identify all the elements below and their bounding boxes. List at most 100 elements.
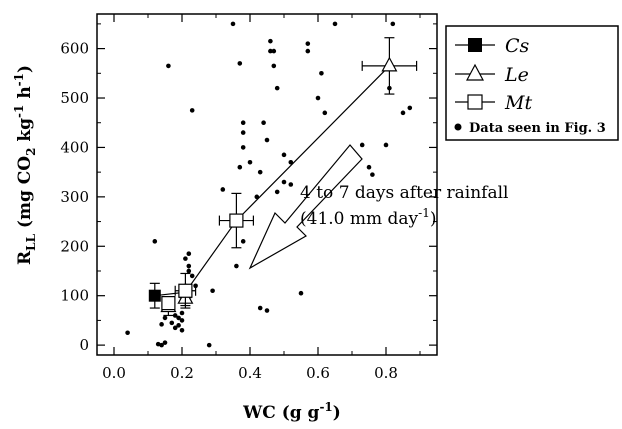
data-point [234, 263, 239, 269]
data-point [268, 38, 273, 44]
x-tick-label: 0.4 [238, 364, 262, 382]
legend-marker-data [454, 123, 462, 131]
legend-marker-mt [467, 94, 483, 110]
y-tick-label: 300 [60, 188, 89, 206]
data-point [298, 290, 304, 296]
data-point [288, 182, 294, 187]
xlabel-tail: ) [333, 403, 341, 423]
data-point [288, 159, 294, 165]
data-point [271, 48, 277, 54]
mean-marker-mt [161, 296, 176, 311]
data-point [305, 41, 311, 46]
data-point [179, 310, 185, 316]
data-point [264, 137, 270, 143]
data-point [257, 169, 263, 175]
data-point [261, 120, 266, 126]
data-point [240, 120, 246, 126]
data-point [400, 110, 406, 116]
x-axis-title: WC (g g-1) [242, 400, 341, 423]
data-point [383, 142, 389, 148]
data-point [370, 172, 375, 177]
annotation-line2-tail: ) [430, 209, 437, 229]
axes: 0.0 0.2 0.4 0.6 0.8 0 100 200 300 400 500 600 [60, 13, 438, 382]
data-point [237, 61, 243, 66]
legend-label-le: Le [504, 64, 529, 86]
data-point [281, 179, 287, 185]
data-point [319, 71, 324, 76]
data-point [407, 105, 413, 111]
legend: Cs Le Mt Data seen in Fig. 3 [445, 25, 619, 141]
data-point [176, 323, 181, 328]
data-point [152, 239, 158, 244]
ylabel-kg-sup: -1 [12, 105, 26, 118]
ylabel-co2-sub: 2 [24, 148, 38, 156]
x-tick-label: 0.6 [306, 364, 330, 382]
data-point [240, 239, 246, 244]
x-tick-label: 0.0 [102, 364, 126, 382]
x-tick-label: 0.2 [170, 364, 194, 382]
data-point [159, 322, 164, 327]
ylabel-h-sup: -1 [12, 73, 26, 86]
data-point [162, 315, 168, 321]
data-point [264, 308, 270, 313]
data-point [210, 288, 215, 294]
data-point [172, 325, 178, 331]
data-point [268, 48, 273, 54]
data-point [305, 48, 311, 54]
y-tick-label: 500 [60, 89, 89, 107]
data-point [271, 63, 277, 69]
mean-marker-cs [148, 289, 161, 302]
annotation-line1: 4 to 7 days after rainfall [300, 183, 508, 203]
data-point [230, 21, 236, 27]
data-point [315, 95, 321, 101]
annotation-arrow [248, 144, 363, 270]
data-point [172, 313, 178, 318]
data-point [176, 315, 181, 321]
svg-text:RLL (mg CO2 kg-1 h-1): RLL (mg CO2 kg-1 h-1) [12, 65, 38, 265]
data-point [390, 21, 396, 27]
svg-text:WC (g g-1): WC (g g-1) [242, 400, 341, 423]
xlabel-sup: -1 [319, 400, 332, 414]
data-point [322, 110, 328, 116]
data-point [240, 130, 246, 135]
y-tick-label: 0 [79, 336, 89, 354]
annotation-line2-main: (41.0 mm day [300, 209, 419, 229]
plot-frame [96, 13, 438, 356]
y-tick-label: 200 [60, 237, 89, 255]
plot-area [125, 21, 418, 348]
data-point [159, 342, 164, 348]
data-point [186, 263, 192, 269]
data-point [189, 273, 195, 279]
y-tick-label: 400 [60, 138, 89, 156]
ylabel-kg: kg [15, 118, 35, 148]
data-point [359, 142, 365, 148]
data-point [247, 159, 253, 165]
y-tick-label: 100 [60, 287, 89, 305]
legend-marker-le [466, 63, 484, 81]
data-point [179, 318, 185, 323]
data-point [220, 187, 226, 192]
data-point [183, 256, 188, 261]
data-point [281, 152, 287, 158]
annotation-line2-sup: -1 [418, 206, 430, 220]
ylabel-h: h [15, 86, 35, 104]
ylabel-close: ) [15, 65, 35, 73]
data-point [257, 305, 263, 311]
rainfall-annotation: 4 to 7 days after rainfall (41.0 mm day-… [248, 144, 508, 270]
legend-label-mt: Mt [504, 92, 532, 114]
legend-label-data: Data seen in Fig. 3 [469, 121, 606, 136]
data-point [186, 251, 192, 256]
data-point [366, 164, 372, 170]
y-axis-title: RLL (mg CO2 kg-1 h-1) [12, 65, 38, 265]
data-point [169, 320, 175, 326]
data-point [162, 340, 168, 345]
mean-marker-le [381, 56, 398, 72]
x-tick-label: 0.8 [374, 364, 398, 382]
xlabel-main: WC (g g [242, 403, 319, 423]
data-point [332, 21, 338, 27]
mean-marker-mt [178, 283, 193, 298]
data-point [237, 164, 243, 170]
ylabel-r: R [15, 250, 35, 265]
y-tick-label: 600 [60, 40, 89, 58]
